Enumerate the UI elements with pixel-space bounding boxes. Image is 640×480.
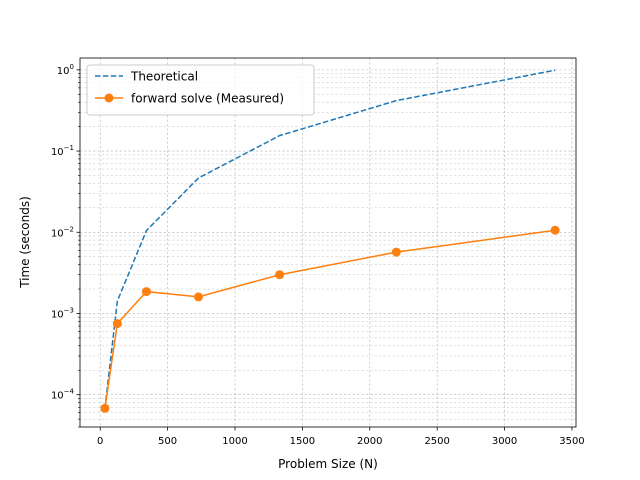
x-tick-label: 1500 — [290, 436, 315, 447]
legend-marker-measured — [104, 93, 114, 103]
legend-label-measured: forward solve (Measured) — [131, 92, 284, 106]
x-tick-label: 2500 — [424, 436, 449, 447]
y-tick-label: 10−4 — [51, 388, 75, 402]
data-point-1 — [193, 292, 203, 302]
data-point-1 — [141, 287, 151, 297]
x-tick-label: 500 — [158, 436, 177, 447]
data-point-1 — [391, 247, 401, 257]
legend-label-theoretical: Theoretical — [130, 70, 198, 84]
y-tick-label: 100 — [57, 63, 74, 77]
data-point-1 — [112, 319, 122, 329]
data-point-1 — [550, 225, 560, 235]
y-tick-label: 10−2 — [51, 225, 74, 239]
legend: Theoretical forward solve (Measured) — [86, 64, 315, 116]
data-point-1 — [275, 270, 285, 280]
y-tick-label: 10−1 — [51, 144, 74, 158]
x-tick-label: 0 — [97, 436, 103, 447]
data-point-1 — [100, 403, 110, 413]
y-tick-label: 10−3 — [51, 306, 74, 320]
grid — [80, 58, 576, 428]
x-tick-label: 3500 — [559, 436, 584, 447]
x-axis-ticks: 0 500 1000 1500 2000 2500 3000 3500 — [97, 427, 585, 447]
x-axis-label: Problem Size (N) — [278, 457, 378, 471]
legend-box — [86, 64, 315, 116]
series-layer — [100, 69, 560, 413]
x-tick-label: 1000 — [222, 436, 247, 447]
y-axis-ticks: 10−4 10−3 10−2 10−1 100 — [51, 63, 80, 428]
x-tick-label: 3000 — [492, 436, 517, 447]
series-line-0 — [104, 69, 556, 409]
x-tick-label: 2000 — [357, 436, 382, 447]
plot-area-frame — [79, 57, 577, 428]
y-axis-label: Time (seconds) — [18, 196, 32, 289]
